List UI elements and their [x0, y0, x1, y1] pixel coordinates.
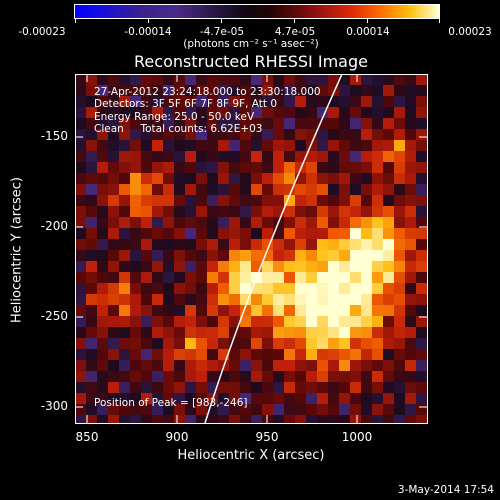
y-axis-title: Heliocentric Y (arcsec)	[9, 177, 25, 323]
info-clean-counts: Clean Total counts: 6.62E+03	[94, 123, 263, 135]
colorbar-tick-label: -0.00023	[18, 26, 66, 38]
colorbar-tick	[294, 19, 295, 23]
y-tick-label: -300	[40, 399, 68, 413]
peak-position-label: Position of Peak = [983,-246]	[94, 397, 248, 409]
colorbar-tick	[439, 19, 440, 23]
x-tick-label: 900	[165, 430, 189, 444]
plot-title: Reconstructed RHESSI Image	[134, 52, 368, 71]
y-tick-label: -200	[40, 219, 68, 233]
colorbar-tick-label: 0.00023	[448, 26, 492, 38]
plot-frame	[75, 74, 428, 424]
colorbar-tick-label: 0.00014	[346, 26, 390, 38]
info-time-range: 27-Apr-2012 23:24:18.000 to 23:30:18.000	[94, 86, 321, 98]
colorbar-units-label: (photons cm⁻² s⁻¹ asec⁻²)	[183, 38, 319, 50]
footer-date: 3-May-2014 17:54	[397, 484, 494, 496]
info-energy-range: Energy Range: 25.0 - 50.0 keV	[94, 111, 255, 123]
colorbar-tick	[221, 19, 222, 23]
x-axis-title: Heliocentric X (arcsec)	[177, 448, 325, 463]
colorbar-tick-label: 4.7e-05	[274, 26, 316, 38]
colorbar-tick	[367, 19, 368, 23]
y-tick-label: -250	[40, 309, 68, 323]
colorbar-tick	[75, 19, 76, 23]
colorbar-tick-label: -0.00014	[124, 26, 172, 38]
axis-ticks	[75, 74, 427, 423]
colorbar-tick-label: -4.7e-05	[199, 26, 245, 38]
rhessi-heatmap	[75, 74, 427, 423]
colorbar-tick	[148, 19, 149, 23]
colorbar	[74, 4, 440, 23]
x-tick-label: 850	[75, 430, 99, 444]
solar-limb-line	[204, 73, 343, 424]
x-tick-label: 950	[255, 430, 279, 444]
x-tick-label: 1000	[341, 430, 373, 444]
info-detectors: Detectors: 3F 5F 6F 7F 8F 9F, Att 0	[94, 98, 278, 110]
y-tick-label: -150	[40, 129, 68, 143]
rhessi-image-plot	[75, 74, 427, 423]
